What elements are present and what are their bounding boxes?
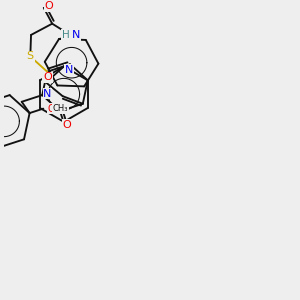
Text: H: H [62, 30, 70, 40]
Text: O: O [45, 2, 53, 11]
Text: O: O [63, 120, 71, 130]
Text: CH₃: CH₃ [52, 104, 68, 113]
Text: N: N [43, 89, 52, 99]
Text: O: O [43, 72, 52, 82]
Text: S: S [27, 52, 34, 61]
Text: N: N [65, 64, 73, 74]
Text: O: O [48, 103, 55, 114]
Text: N: N [72, 30, 80, 40]
